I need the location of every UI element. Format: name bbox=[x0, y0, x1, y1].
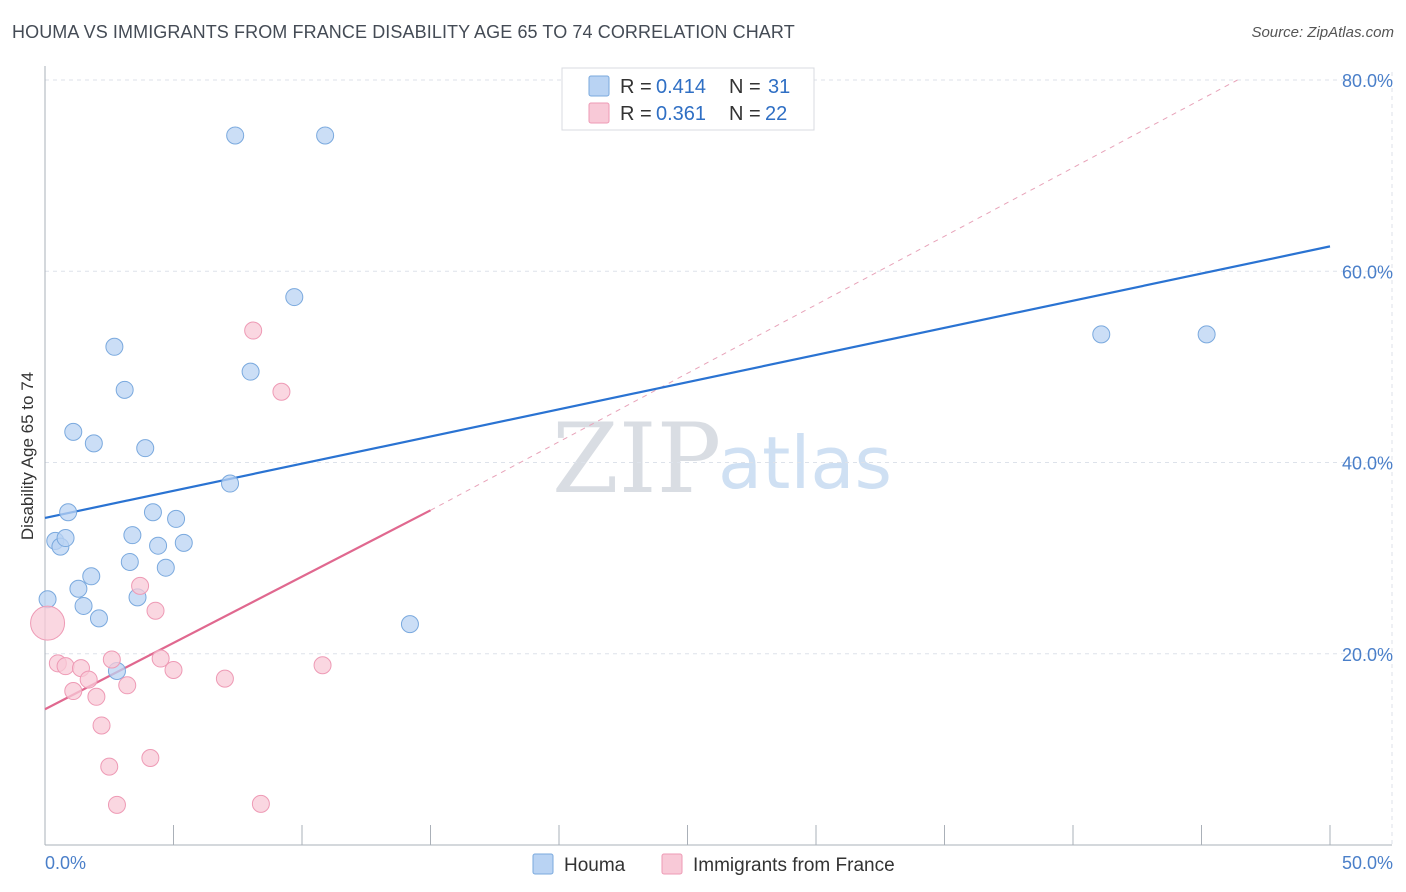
y-tick-label: 20.0% bbox=[1342, 645, 1393, 665]
france-point bbox=[30, 605, 66, 641]
france-point bbox=[164, 661, 183, 680]
france-point bbox=[272, 382, 291, 401]
legend-swatch-houma bbox=[588, 75, 610, 97]
houma-point bbox=[149, 536, 168, 555]
bottom-legend: Houma Immigrants from France bbox=[532, 853, 895, 876]
source-label: Source: ZipAtlas.com bbox=[1251, 24, 1394, 41]
houma-point bbox=[167, 509, 186, 528]
x-tick-label: 0.0% bbox=[45, 853, 86, 873]
france-point bbox=[79, 670, 98, 689]
legend-houma-n-value: 31 bbox=[768, 76, 790, 98]
houma-point bbox=[89, 609, 108, 628]
houma-point bbox=[69, 579, 88, 598]
france-point bbox=[100, 757, 119, 776]
houma-point bbox=[105, 337, 124, 356]
houma-point bbox=[174, 533, 193, 552]
watermark-zip: ZIP bbox=[552, 403, 721, 515]
houma-point bbox=[59, 503, 78, 522]
bottom-legend-swatch-france bbox=[661, 853, 683, 875]
houma-point bbox=[74, 596, 93, 615]
legend-houma-r-label: R = bbox=[620, 76, 652, 98]
chart-title: HOUMA VS IMMIGRANTS FROM FRANCE DISABILI… bbox=[12, 22, 795, 42]
france-point bbox=[64, 682, 83, 701]
france-trend-extension bbox=[430, 79, 1238, 511]
france-point bbox=[87, 687, 106, 706]
houma-point bbox=[84, 434, 103, 453]
france-point bbox=[313, 656, 332, 675]
france-point bbox=[92, 716, 111, 735]
houma-point bbox=[123, 526, 142, 545]
legend-france-n-value: 22 bbox=[765, 103, 787, 125]
houma-point bbox=[1092, 325, 1111, 344]
france-point bbox=[118, 676, 137, 695]
houma-point bbox=[285, 288, 304, 307]
legend-houma-n-label: N = bbox=[729, 76, 761, 98]
bottom-legend-houma: Houma bbox=[564, 855, 626, 876]
houma-point bbox=[143, 503, 162, 522]
legend-france-r-label: R = bbox=[620, 103, 652, 125]
houma-point bbox=[115, 380, 134, 399]
houma-point bbox=[56, 529, 75, 548]
data-points bbox=[30, 126, 1216, 814]
france-point bbox=[151, 649, 170, 668]
top-legend: R = 0.414 N = 31 R = 0.361 N = 22 bbox=[561, 67, 815, 131]
houma-point bbox=[400, 615, 419, 634]
houma-point bbox=[226, 126, 245, 145]
houma-trend-line bbox=[44, 245, 1331, 520]
houma-point bbox=[64, 422, 83, 441]
houma-point bbox=[136, 439, 155, 458]
houma-point bbox=[1197, 325, 1216, 344]
legend-houma-r-value: 0.414 bbox=[656, 76, 706, 98]
y-tick-label: 60.0% bbox=[1342, 262, 1393, 282]
houma-point bbox=[38, 590, 57, 609]
houma-point bbox=[156, 558, 175, 577]
france-point bbox=[244, 321, 263, 340]
france-point bbox=[131, 576, 150, 595]
bottom-legend-swatch-houma bbox=[532, 853, 554, 875]
x-tick-label: 50.0% bbox=[1342, 853, 1393, 873]
houma-point bbox=[221, 474, 240, 493]
y-tick-label: 80.0% bbox=[1342, 71, 1393, 91]
trend-lines bbox=[44, 79, 1331, 711]
france-point bbox=[102, 650, 121, 669]
houma-point bbox=[120, 552, 139, 571]
axes: 20.0% 40.0% 60.0% 80.0% 0.0% 50.0% bbox=[44, 66, 1393, 873]
france-point bbox=[146, 601, 165, 620]
france-point bbox=[251, 794, 270, 813]
france-point bbox=[56, 657, 75, 676]
france-trend-line bbox=[44, 509, 432, 711]
houma-point bbox=[316, 126, 335, 145]
legend-france-n-label: N = bbox=[729, 103, 761, 125]
legend-france-r-value: 0.361 bbox=[656, 103, 706, 125]
houma-point bbox=[241, 362, 260, 381]
france-point bbox=[107, 795, 126, 814]
y-tick-label: 40.0% bbox=[1342, 454, 1393, 474]
france-point bbox=[141, 748, 160, 767]
y-axis-label: Disability Age 65 to 74 bbox=[18, 372, 37, 540]
houma-point bbox=[82, 567, 101, 586]
france-point bbox=[215, 669, 234, 688]
legend-swatch-france bbox=[588, 102, 610, 124]
bottom-legend-france: Immigrants from France bbox=[693, 855, 895, 876]
